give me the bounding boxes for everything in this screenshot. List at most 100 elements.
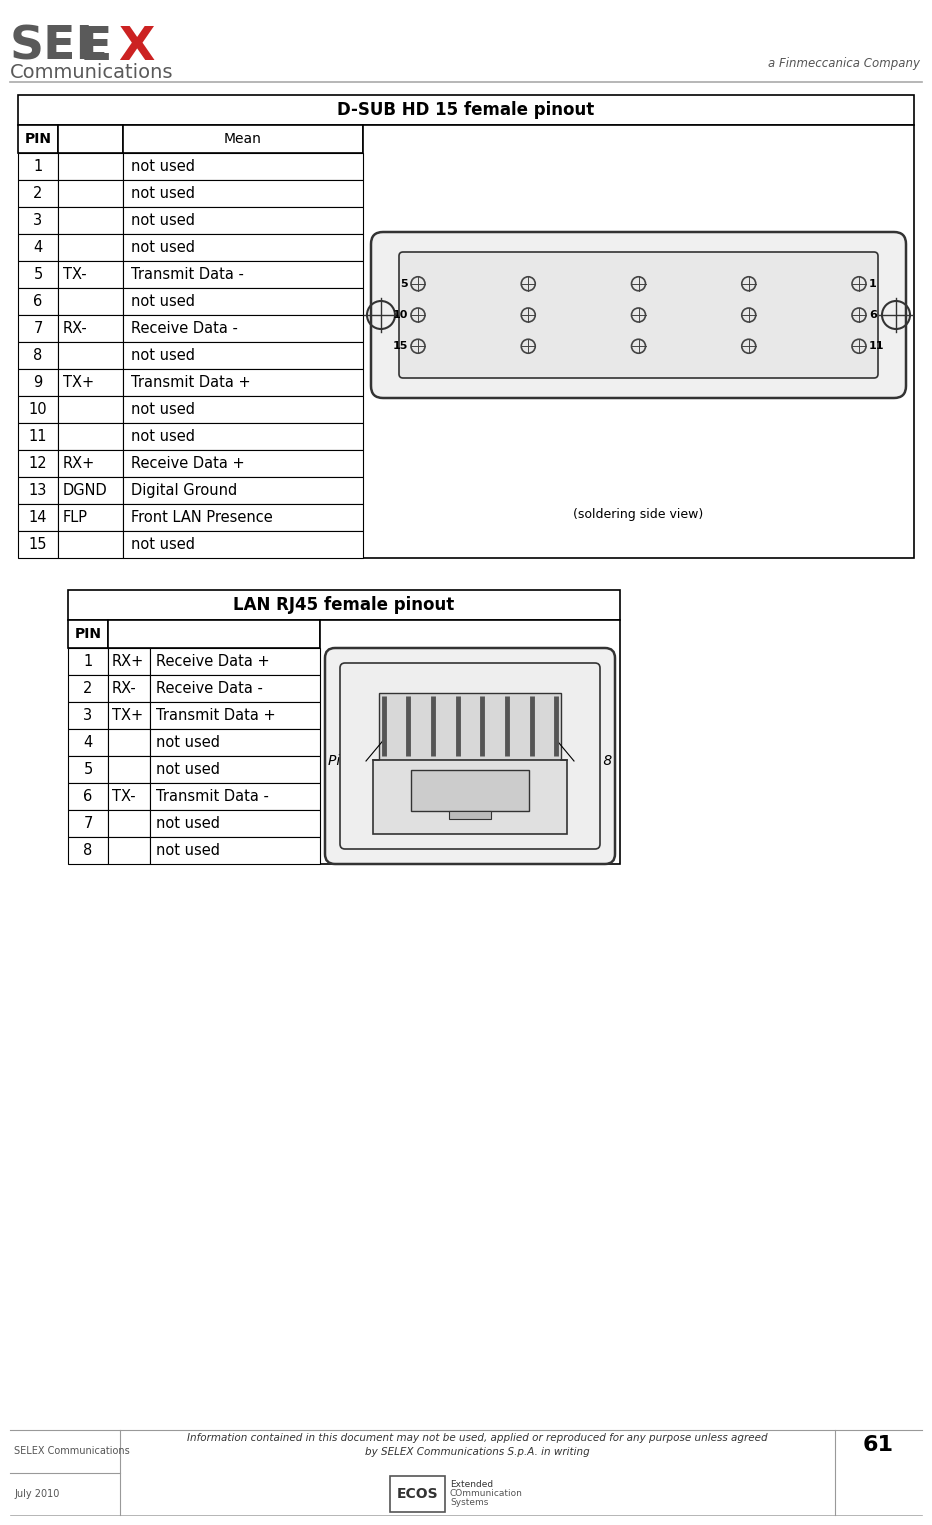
Text: 15: 15 xyxy=(29,537,48,552)
Text: FLP: FLP xyxy=(63,509,88,525)
Bar xyxy=(108,837,150,865)
Text: PIN: PIN xyxy=(75,627,102,640)
Bar xyxy=(18,152,58,180)
Bar xyxy=(18,369,58,397)
Bar xyxy=(18,422,58,450)
Text: not used: not used xyxy=(131,214,195,229)
Text: D-SUB HD 15 female pinout: D-SUB HD 15 female pinout xyxy=(337,101,595,119)
Text: Transmit Data -: Transmit Data - xyxy=(131,267,244,282)
Bar xyxy=(68,676,108,702)
Bar xyxy=(363,125,914,558)
Bar xyxy=(68,590,620,621)
Bar xyxy=(373,759,568,834)
Bar xyxy=(18,180,58,207)
Bar xyxy=(108,621,320,648)
Bar xyxy=(18,531,58,558)
Text: E: E xyxy=(80,24,113,70)
Bar xyxy=(123,180,363,207)
Text: Pin 1: Pin 1 xyxy=(328,753,363,769)
Text: 1: 1 xyxy=(869,279,877,288)
Bar xyxy=(123,233,363,261)
Text: RX+: RX+ xyxy=(112,654,144,669)
Text: not used: not used xyxy=(156,816,220,831)
Text: (soldering side view): (soldering side view) xyxy=(573,508,704,522)
Bar xyxy=(58,233,123,261)
Bar xyxy=(150,837,320,865)
Text: a Finmeccanica Company: a Finmeccanica Company xyxy=(768,56,920,70)
Bar xyxy=(123,531,363,558)
FancyBboxPatch shape xyxy=(325,648,615,865)
Bar xyxy=(18,95,914,125)
Text: Systems: Systems xyxy=(450,1499,488,1507)
Text: not used: not used xyxy=(131,429,195,444)
Text: COmmunication: COmmunication xyxy=(450,1490,523,1498)
Bar xyxy=(18,477,58,503)
Text: not used: not used xyxy=(131,294,195,310)
Text: Receive Data +: Receive Data + xyxy=(156,654,269,669)
Text: TX-: TX- xyxy=(112,788,136,804)
Bar xyxy=(123,261,363,288)
Bar xyxy=(123,450,363,477)
Bar xyxy=(123,207,363,233)
Bar xyxy=(18,207,58,233)
Text: not used: not used xyxy=(131,403,195,416)
Bar xyxy=(58,261,123,288)
Bar xyxy=(123,342,363,369)
Text: SELEX Communications: SELEX Communications xyxy=(14,1446,130,1456)
Bar xyxy=(123,152,363,180)
Bar xyxy=(320,621,620,865)
Text: Transmit Data +: Transmit Data + xyxy=(156,708,276,723)
Bar xyxy=(68,702,108,729)
Text: Information contained in this document may not be used, applied or reproduced fo: Information contained in this document m… xyxy=(186,1432,767,1458)
Text: 4: 4 xyxy=(34,239,43,255)
Bar xyxy=(18,396,58,422)
Text: DGND: DGND xyxy=(63,483,108,499)
Text: 15: 15 xyxy=(392,342,408,351)
Text: not used: not used xyxy=(131,159,195,174)
Bar xyxy=(123,369,363,397)
Bar xyxy=(68,810,108,837)
Text: 3: 3 xyxy=(34,214,43,229)
Text: not used: not used xyxy=(156,762,220,778)
Bar xyxy=(108,676,150,702)
Text: X: X xyxy=(118,24,155,70)
Bar xyxy=(18,503,58,531)
Text: 13: 13 xyxy=(29,483,48,499)
Text: not used: not used xyxy=(131,239,195,255)
Text: July 2010: July 2010 xyxy=(14,1488,60,1499)
Text: 7: 7 xyxy=(83,816,92,831)
Bar xyxy=(378,694,561,759)
Text: 2: 2 xyxy=(83,682,92,695)
Text: 2: 2 xyxy=(34,186,43,201)
Text: 5: 5 xyxy=(401,279,408,288)
Text: Mean: Mean xyxy=(224,133,262,146)
Bar xyxy=(150,648,320,676)
Text: RX-: RX- xyxy=(112,682,137,695)
FancyBboxPatch shape xyxy=(371,232,906,398)
Bar xyxy=(150,702,320,729)
Bar xyxy=(68,648,108,676)
Bar xyxy=(58,125,123,152)
Text: Transmit Data -: Transmit Data - xyxy=(156,788,268,804)
Bar xyxy=(68,837,108,865)
Bar xyxy=(123,396,363,422)
Text: 8: 8 xyxy=(34,348,43,363)
Text: 9: 9 xyxy=(34,375,43,390)
Text: 10: 10 xyxy=(29,403,48,416)
Text: 1: 1 xyxy=(34,159,43,174)
Bar xyxy=(108,782,150,810)
Bar xyxy=(18,450,58,477)
Bar xyxy=(123,125,363,152)
Text: 11: 11 xyxy=(869,342,884,351)
FancyBboxPatch shape xyxy=(399,252,878,378)
Bar xyxy=(108,702,150,729)
Bar xyxy=(150,810,320,837)
Bar xyxy=(150,782,320,810)
Bar xyxy=(449,811,491,819)
Bar xyxy=(108,648,150,676)
Bar xyxy=(58,288,123,316)
Text: not used: not used xyxy=(156,735,220,750)
Bar xyxy=(390,1476,445,1511)
Text: 11: 11 xyxy=(29,429,48,444)
Text: Front LAN Presence: Front LAN Presence xyxy=(131,509,273,525)
